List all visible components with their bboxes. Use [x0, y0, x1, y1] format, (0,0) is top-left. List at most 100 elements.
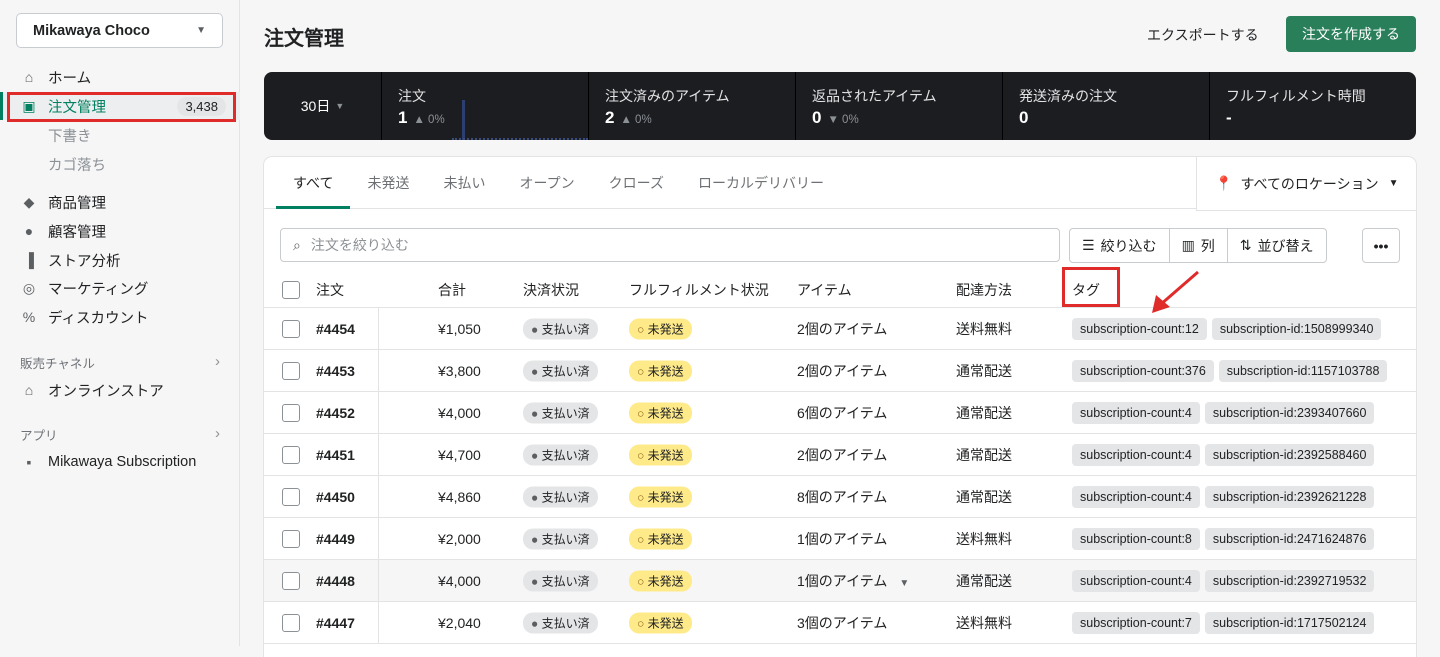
tab-unfulfilled[interactable]: 未発送 [367, 174, 410, 191]
app-icon: ▪ [26, 454, 32, 470]
payment-status: 支払い済 [541, 574, 590, 588]
table-row[interactable]: #4453 ¥3,800 ● 支払い済 ○ 未発送 2個のアイテム 通常配送 s… [264, 350, 1416, 392]
tag: subscription-count:4 [1072, 401, 1200, 424]
sidebar-item-discounts[interactable]: % ディスカウント [0, 303, 240, 331]
fulfillment-status: 未発送 [647, 574, 684, 588]
table-row[interactable]: #4447 ¥2,040 ● 支払い済 ○ 未発送 3個のアイテム 送料無料 s… [264, 602, 1416, 644]
select-all-checkbox[interactable] [282, 280, 300, 299]
fulfillment-status: 未発送 [647, 490, 684, 504]
nav-label: 商品管理 [48, 195, 106, 212]
col-delivery[interactable]: 配達方法 [956, 281, 1012, 298]
sidebar-item-drafts[interactable]: 下書き [0, 121, 240, 149]
table-row[interactable]: #4452 ¥4,000 ● 支払い済 ○ 未発送 6個のアイテム 通常配送 s… [264, 392, 1416, 434]
sidebar-item-marketing[interactable]: ◎ マーケティング [0, 274, 240, 302]
store-selector[interactable]: Mikawaya Choco ▼ [16, 13, 223, 48]
tag: subscription-id:2471624876 [1204, 527, 1375, 550]
tag: subscription-count:376 [1072, 359, 1214, 382]
location-label: すべてのロケーション [1240, 175, 1379, 192]
items-cell: 2個のアイテム [797, 445, 887, 465]
bar-chart-icon: ▐ [24, 252, 34, 268]
period-selector[interactable]: 30日 ▼ [264, 72, 382, 140]
location-pin-icon: 📍 [1215, 175, 1233, 191]
filter-button[interactable]: ☰ 絞り込む [1070, 229, 1170, 262]
order-number[interactable]: #4451 [316, 446, 355, 463]
delivery-method: 通常配送 [956, 488, 1012, 505]
col-payment[interactable]: 決済状況 [523, 281, 579, 298]
order-number[interactable]: #4447 [316, 614, 355, 631]
search-input[interactable]: ⌕ 注文を絞り込む [280, 228, 1060, 262]
column-divider [378, 602, 379, 643]
sidebar-item-products[interactable]: ◆ 商品管理 [0, 188, 240, 216]
table-row[interactable]: #4454 ¥1,050 ● 支払い済 ○ 未発送 2個のアイテム 送料無料 s… [264, 308, 1416, 350]
col-order[interactable]: 注文 [316, 281, 344, 298]
row-checkbox[interactable] [282, 445, 300, 464]
tags-cell: subscription-count:12 subscription-id:150… [1072, 317, 1382, 340]
payment-status-badge: ● 支払い済 [523, 570, 598, 591]
order-total: ¥4,700 [438, 446, 481, 463]
row-checkbox[interactable] [282, 613, 300, 632]
order-number[interactable]: #4452 [316, 404, 355, 421]
caret-down-icon: ▼ [335, 101, 345, 111]
order-number[interactable]: #4453 [316, 362, 355, 379]
apps-header[interactable]: アプリ › [20, 425, 220, 444]
item-count: 3個のアイテム [797, 614, 888, 631]
items-cell[interactable]: 1個のアイテム ▼ [797, 571, 909, 591]
tab-open[interactable]: オープン [519, 174, 575, 191]
orders-icon: ▣ [22, 97, 36, 114]
sort-button[interactable]: ⇅ 並び替え [1228, 229, 1326, 262]
row-checkbox[interactable] [282, 403, 300, 422]
table-row[interactable]: #4451 ¥4,700 ● 支払い済 ○ 未発送 2個のアイテム 通常配送 s… [264, 434, 1416, 476]
col-tags[interactable]: タグ [1072, 281, 1100, 298]
col-items[interactable]: アイテム [797, 281, 852, 298]
order-number[interactable]: #4454 [316, 320, 355, 337]
table-row[interactable]: #4450 ¥4,860 ● 支払い済 ○ 未発送 8個のアイテム 通常配送 s… [264, 476, 1416, 518]
create-order-button[interactable]: 注文を作成する [1286, 16, 1416, 52]
delivery-method: 通常配送 [956, 362, 1012, 379]
item-count: 6個のアイテム [797, 404, 888, 421]
period-label: 30日 [300, 98, 331, 114]
sales-channels-header[interactable]: 販売チャネル › [20, 353, 220, 372]
tab-all[interactable]: すべて [276, 157, 351, 209]
table-row[interactable]: #4448 ¥4,000 ● 支払い済 ○ 未発送 1個のアイテム ▼ 通常配送 … [264, 560, 1416, 602]
row-checkbox[interactable] [282, 529, 300, 548]
ellipsis-icon: ••• [1373, 237, 1389, 254]
sidebar-item-customers[interactable]: ● 顧客管理 [0, 217, 240, 245]
fulfillment-status: 未発送 [647, 532, 684, 546]
tab-unpaid[interactable]: 未払い [443, 174, 486, 191]
sidebar-item-online-store[interactable]: ⌂ オンラインストア [0, 376, 240, 404]
export-button[interactable]: エクスポートする [1147, 27, 1259, 43]
order-number[interactable]: #4449 [316, 530, 355, 547]
row-checkbox[interactable] [282, 487, 300, 506]
tags-cell: subscription-count:4 subscription-id:2392… [1072, 485, 1375, 508]
row-checkbox[interactable] [282, 361, 300, 380]
more-actions-button[interactable]: ••• [1362, 228, 1400, 263]
order-tabs: すべて 未発送 未払い オープン クローズ ローカルデリバリー [264, 157, 1196, 209]
col-total[interactable]: 合計 [438, 281, 466, 298]
fulfillment-status-badge: ○ 未発送 [629, 402, 692, 423]
tag-icon: ◆ [23, 193, 35, 210]
sidebar-item-orders[interactable]: ▣ 注文管理 3,438 [0, 92, 240, 120]
columns-icon: ▥ [1181, 237, 1195, 253]
location-selector[interactable]: 📍 すべてのロケーション ▼ [1196, 157, 1416, 211]
payment-status: 支払い済 [541, 532, 590, 546]
order-number[interactable]: #4448 [316, 572, 355, 589]
tab-local-delivery[interactable]: ローカルデリバリー [697, 174, 824, 191]
columns-button[interactable]: ▥ 列 [1170, 229, 1228, 262]
payment-status: 支払い済 [541, 364, 590, 378]
tag: subscription-count:8 [1072, 527, 1200, 550]
order-total: ¥4,000 [438, 404, 481, 421]
col-fulfillment[interactable]: フルフィルメント状況 [629, 281, 769, 298]
stat-value: 0 [812, 108, 822, 127]
tab-closed[interactable]: クローズ [608, 174, 664, 191]
sidebar-item-home[interactable]: ⌂ ホーム [0, 63, 240, 91]
button-label: 並び替え [1257, 237, 1314, 254]
order-number[interactable]: #4450 [316, 488, 355, 505]
sidebar-item-analytics[interactable]: ▐ ストア分析 [0, 246, 240, 274]
row-checkbox[interactable] [282, 319, 300, 338]
sidebar-item-app[interactable]: ▪ Mikawaya Subscription [0, 448, 240, 476]
row-checkbox[interactable] [282, 571, 300, 590]
caret-down-icon[interactable]: ▼ [899, 577, 910, 589]
table-row[interactable]: #4449 ¥2,000 ● 支払い済 ○ 未発送 1個のアイテム 送料無料 s… [264, 518, 1416, 560]
sidebar-item-abandoned[interactable]: カゴ落ち [0, 150, 240, 178]
tag: subscription-count:4 [1072, 569, 1200, 592]
